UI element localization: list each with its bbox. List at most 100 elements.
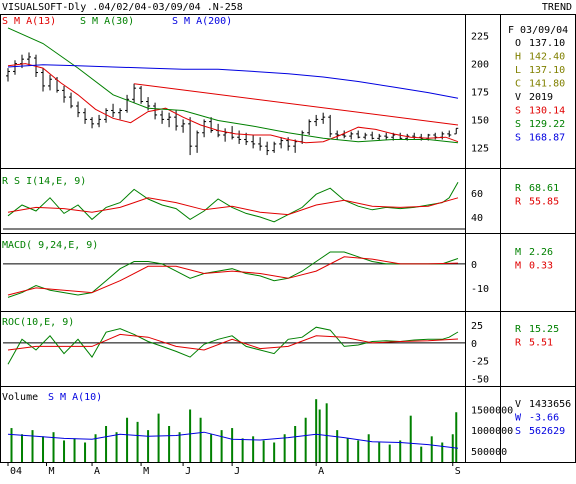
x-axis-label: A	[318, 466, 324, 477]
price-readout-value: 141.80	[529, 79, 565, 90]
rsi-readout-label: R	[515, 197, 522, 208]
price-series-line-0	[7, 63, 459, 144]
volume-bar	[231, 428, 234, 462]
volume-readout-value: -3.66	[529, 413, 559, 424]
volume-bar	[318, 409, 321, 462]
roc-readout-value: 15.25	[529, 324, 559, 335]
volume-bar	[388, 444, 391, 462]
volume-bar	[10, 428, 13, 462]
volume-bar	[315, 399, 318, 462]
volume-readout-value: 1433656	[529, 399, 571, 410]
macd-legend-0: MACD( 9,24,E, 9)	[2, 240, 98, 251]
x-axis-label: M	[49, 466, 55, 477]
volume-bar	[168, 426, 171, 462]
roc-series-line-1	[7, 333, 459, 351]
price-series-line-1	[7, 27, 459, 144]
x-axis-label: 04	[10, 466, 22, 477]
volume-bar	[420, 446, 423, 462]
price-readout-value: 137.10	[529, 65, 565, 76]
volume-bar	[367, 434, 370, 462]
volume-bar	[136, 421, 139, 462]
volume-tick-label: 500000	[471, 447, 507, 458]
price-tick-label: 125	[471, 143, 489, 154]
volume-bar	[357, 440, 360, 462]
chart-title: VISUALSOFT-Dly .04/02/04-03/09/04 .N-258	[2, 2, 243, 13]
volume-bar	[126, 417, 129, 462]
volume-bar	[252, 436, 255, 462]
x-axis-label: J	[234, 466, 240, 477]
price-readout-label: S	[515, 133, 521, 144]
volume-bar	[304, 417, 307, 462]
volume-bar	[409, 415, 412, 462]
roc-tick-label: 25	[471, 321, 483, 332]
price-readout-label: O	[515, 38, 521, 49]
macd-readout-label: M	[515, 261, 521, 272]
volume-bar	[210, 434, 213, 462]
price-readout-value: 168.87	[529, 133, 565, 144]
price-readout-label: V	[515, 92, 521, 103]
volume-legend-0: Volume	[2, 392, 38, 403]
macd-readout-value: 2.26	[529, 247, 553, 258]
volume-bar	[42, 436, 45, 462]
price-legend-1: S M A(30)	[80, 16, 134, 27]
price-series-line-2	[7, 64, 459, 99]
price-readout-label: C	[515, 79, 521, 90]
roc-tick-label: -50	[471, 374, 489, 385]
rsi-series-line-0	[7, 181, 459, 223]
roc-tick-label: 0	[471, 339, 477, 350]
price-readout-label: L	[515, 65, 521, 76]
volume-bar	[441, 442, 444, 462]
volume-series-line-0	[7, 431, 459, 449]
price-tick-label: 200	[471, 60, 489, 71]
volume-bar	[84, 442, 87, 462]
volume-bar	[455, 412, 458, 462]
volume-bar	[346, 438, 349, 462]
volume-bar	[241, 438, 244, 462]
price-legend-2: S M A(200)	[172, 16, 232, 27]
macd-series-line-0	[7, 251, 459, 298]
price-tick-label: 225	[471, 32, 489, 43]
roc-readout-label: R	[515, 338, 522, 349]
roc-readout-value: 5.51	[529, 338, 553, 349]
rsi-legend-0: R S I(14,E, 9)	[2, 176, 86, 187]
macd-tick-label: -10	[471, 284, 489, 295]
rsi-readout-label: R	[515, 183, 522, 194]
x-axis-label: A	[94, 466, 100, 477]
volume-bar	[378, 442, 381, 462]
rsi-tick-label: 60	[471, 189, 483, 200]
rsi-series-line-1	[7, 197, 459, 216]
brand-label: TREND	[542, 2, 572, 13]
volume-bar	[294, 426, 297, 462]
macd-series-line-1	[7, 256, 459, 296]
volume-bar	[63, 440, 66, 462]
volume-bar	[73, 438, 76, 462]
volume-bar	[199, 417, 202, 462]
x-axis-label: M	[143, 466, 149, 477]
price-tick-label: 175	[471, 88, 489, 99]
macd-readout-value: 0.33	[529, 261, 553, 272]
x-axis-label: J	[185, 466, 191, 477]
volume-bar	[220, 430, 223, 462]
volume-readout-label: W	[515, 413, 522, 424]
volume-bar	[325, 403, 328, 462]
volume-tick-label: 1000000	[471, 426, 513, 437]
volume-bar	[430, 436, 433, 462]
rsi-readout-value: 55.85	[529, 197, 559, 208]
price-readout-value: 142.40	[529, 52, 565, 63]
macd-readout-label: M	[515, 247, 521, 258]
volume-bar	[189, 409, 192, 462]
volume-bar	[283, 434, 286, 462]
price-readout-date: F 03/09/04	[508, 25, 568, 36]
volume-legend-1: S M A(10)	[48, 392, 102, 403]
price-legend-0: S M A(13)	[2, 16, 56, 27]
volume-bar	[115, 432, 118, 462]
roc-tick-label: -25	[471, 357, 489, 368]
volume-bar	[31, 430, 34, 462]
volume-readout-label: V	[515, 399, 521, 410]
price-readout-value: 130.14	[529, 106, 565, 117]
volume-bar	[178, 432, 181, 462]
price-readout-label: S	[515, 119, 521, 130]
trendline	[134, 83, 459, 126]
volume-tick-label: 1500000	[471, 406, 513, 417]
